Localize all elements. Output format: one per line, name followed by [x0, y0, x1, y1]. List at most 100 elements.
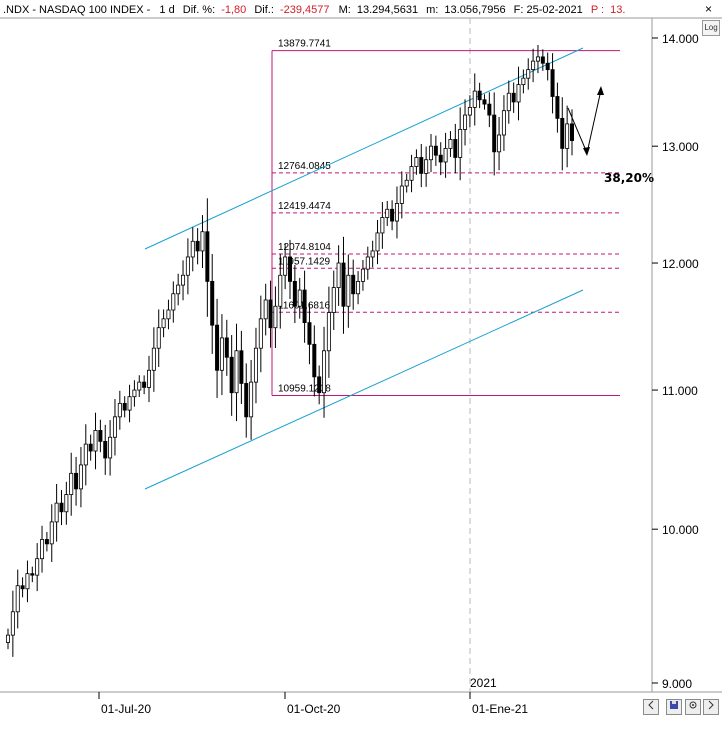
dif-pct-value: -1,80 — [221, 4, 246, 16]
arrowhead-down-icon — [583, 147, 590, 156]
save-icon — [670, 701, 678, 709]
candle-body — [205, 231, 210, 282]
candle-body — [540, 56, 545, 64]
candle-body — [210, 280, 215, 326]
candle-body — [195, 240, 200, 252]
candle-body — [550, 69, 555, 97]
save-button[interactable] — [666, 699, 682, 715]
candle-body — [511, 92, 516, 103]
candle-body — [565, 123, 570, 149]
candle-body — [44, 539, 49, 545]
candle-body — [15, 585, 20, 613]
candle-body — [74, 472, 79, 490]
candle-body — [93, 430, 98, 452]
y-tick-label: 14.000 — [662, 32, 699, 46]
y-tick-label: 11.000 — [662, 384, 698, 398]
candle-body — [283, 256, 288, 276]
fib-level-label: 12074.8104 — [278, 242, 331, 253]
candle-body — [127, 396, 132, 411]
settings-icon — [689, 701, 697, 709]
candle-body — [185, 256, 190, 276]
candle-body — [54, 502, 59, 523]
candle-body — [360, 268, 365, 282]
candle-body — [375, 232, 380, 252]
min-value: 13.056,7956 — [444, 4, 505, 16]
scroll-right-button[interactable] — [703, 699, 719, 715]
candlestick-series — [6, 45, 575, 657]
candle-body — [390, 208, 395, 222]
symbol-label: .NDX - NASDAQ 100 INDEX - — [3, 4, 151, 16]
candle-body — [263, 299, 268, 320]
candle-body — [365, 256, 370, 270]
arrowhead-up-icon — [597, 86, 604, 95]
candle-body — [108, 436, 113, 459]
channel-lower-line[interactable] — [144, 289, 584, 490]
candle-body — [428, 145, 433, 161]
candle-body — [215, 324, 220, 371]
candle-body — [35, 558, 40, 576]
candle-body — [531, 60, 536, 71]
candle-body — [117, 402, 122, 418]
candle-body — [438, 154, 443, 163]
log-scale-button[interactable]: Log — [702, 20, 720, 36]
candle-body — [224, 337, 229, 358]
candle-body — [171, 293, 176, 311]
candle-body — [25, 573, 30, 590]
candle-body — [346, 274, 351, 307]
candle-body — [244, 383, 249, 418]
candle-body — [312, 343, 317, 378]
candle-body — [234, 350, 239, 394]
fib-level-label: 13879.7741 — [278, 39, 331, 50]
min-label: m: — [426, 4, 438, 16]
candle-body — [380, 217, 385, 234]
candle-body — [482, 99, 487, 105]
candle-body — [326, 312, 331, 352]
candle-body — [268, 299, 273, 329]
y-tick-label: 13.000 — [662, 140, 699, 154]
candle-body — [142, 381, 147, 388]
candle-body — [30, 573, 35, 576]
candle-body — [331, 287, 336, 313]
candle-body — [302, 289, 307, 324]
candle-body — [253, 347, 258, 383]
trend-channel[interactable] — [144, 47, 584, 490]
settings-button[interactable] — [685, 699, 701, 715]
header-bar — [0, 0, 722, 18]
candle-body — [176, 284, 181, 295]
candle-body — [200, 231, 205, 252]
candle-body — [385, 208, 390, 218]
candle-body — [88, 443, 93, 452]
candle-body — [103, 440, 108, 459]
candle-body — [190, 240, 195, 258]
chevron-right-icon — [708, 700, 714, 710]
candle-body — [64, 494, 69, 513]
candle-body — [146, 369, 151, 388]
candle-body — [49, 521, 54, 545]
candle-body — [570, 123, 575, 141]
candle-body — [443, 148, 448, 163]
candle-body — [458, 129, 463, 158]
candle-body — [317, 376, 322, 394]
y-tick-label: 9.000 — [662, 677, 692, 691]
scroll-left-button[interactable] — [643, 699, 659, 715]
candle-body — [297, 289, 302, 307]
candle-body — [122, 402, 127, 411]
candle-body — [287, 256, 292, 282]
candle-body — [137, 381, 142, 391]
close-icon[interactable]: × — [705, 2, 713, 16]
projection-arrows[interactable] — [567, 86, 604, 156]
projection-path[interactable] — [567, 89, 602, 155]
candle-body — [151, 347, 156, 371]
candle-body — [336, 262, 341, 288]
candle-body — [501, 110, 506, 136]
candle-body — [497, 134, 502, 153]
channel-upper-line[interactable] — [144, 47, 584, 250]
candle-body — [555, 96, 560, 119]
candle-body — [132, 389, 137, 398]
candle-body — [181, 274, 186, 286]
candle-body — [249, 381, 254, 418]
candle-body — [487, 103, 492, 116]
max-value: 13.294,5631 — [357, 4, 418, 16]
x-tick-label: 01-Jul-20 — [101, 702, 151, 716]
